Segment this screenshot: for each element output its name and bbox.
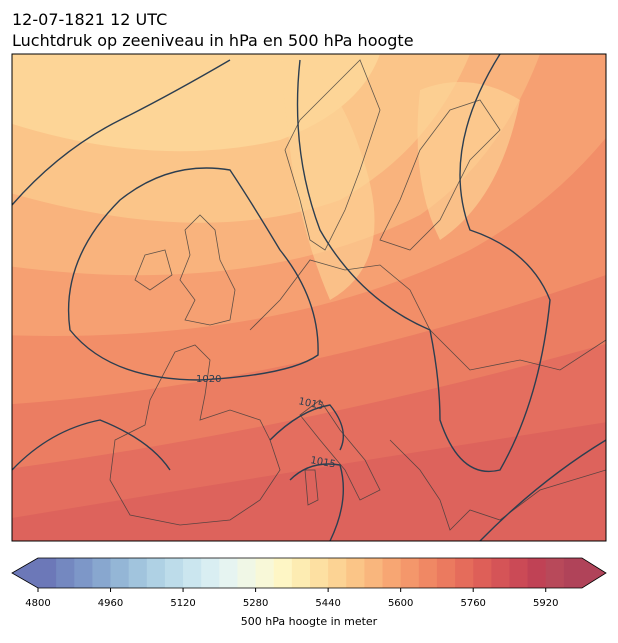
contour-label: 1015 bbox=[309, 455, 336, 470]
colorbar-tick-label: 5600 bbox=[388, 598, 413, 609]
colorbar-segment bbox=[527, 558, 547, 588]
colorbar-segment bbox=[92, 558, 112, 588]
colorbar-segment bbox=[183, 558, 202, 588]
colorbar-segment bbox=[255, 558, 275, 588]
colorbar-tick-label: 5760 bbox=[460, 598, 485, 609]
colorbar-segment bbox=[146, 558, 166, 588]
colorbar-segment bbox=[491, 558, 510, 588]
colorbar-segment bbox=[455, 558, 474, 588]
colorbar-segment bbox=[364, 558, 384, 588]
colorbar-segment bbox=[400, 558, 420, 588]
colorbar-segment bbox=[563, 558, 583, 588]
colorbar-segment bbox=[310, 558, 329, 588]
colorbar-label: 500 hPa hoogte in meter bbox=[241, 615, 378, 628]
colorbar-segment bbox=[291, 558, 311, 588]
colorbar-segment bbox=[219, 558, 238, 588]
colorbar-segment bbox=[509, 558, 529, 588]
map bbox=[12, 54, 606, 541]
colorbar-segment bbox=[237, 558, 257, 588]
colorbar-tick-label: 5920 bbox=[533, 598, 558, 609]
colorbar-tick-label: 4960 bbox=[98, 598, 123, 609]
colorbar-segment bbox=[38, 558, 57, 588]
colorbar-tick-label: 5280 bbox=[243, 598, 268, 609]
contour-label: 1020 bbox=[196, 374, 221, 385]
colorbar-extend bbox=[12, 558, 38, 588]
colorbar-tick-label: 4800 bbox=[25, 598, 50, 609]
colorbar-tick-label: 5440 bbox=[315, 598, 340, 609]
colorbar-segment bbox=[74, 558, 93, 588]
date: 12-07-1821 12 UTC bbox=[12, 10, 167, 29]
colorbar-segment bbox=[436, 558, 456, 588]
colorbar-segment bbox=[473, 558, 492, 588]
colorbar-segment bbox=[418, 558, 438, 588]
colorbar-segment bbox=[56, 558, 75, 588]
colorbar-tick-label: 5120 bbox=[170, 598, 195, 609]
colorbar-segment bbox=[201, 558, 220, 588]
colorbar-segment bbox=[164, 558, 184, 588]
colorbar-segment bbox=[545, 558, 565, 588]
colorbar-segment bbox=[273, 558, 293, 588]
title: Luchtdruk op zeeniveau in hPa en 500 hPa… bbox=[12, 31, 414, 50]
colorbar-segment bbox=[128, 558, 148, 588]
colorbar-extend bbox=[582, 558, 606, 588]
colorbar-frame bbox=[11, 557, 607, 589]
colorbar-segment bbox=[346, 558, 365, 588]
colorbar-segment bbox=[382, 558, 402, 588]
colorbar-segment bbox=[328, 558, 347, 588]
map-frame bbox=[11, 53, 607, 542]
contour-label: 1015 bbox=[297, 396, 324, 412]
colorbar-segment bbox=[110, 558, 130, 588]
